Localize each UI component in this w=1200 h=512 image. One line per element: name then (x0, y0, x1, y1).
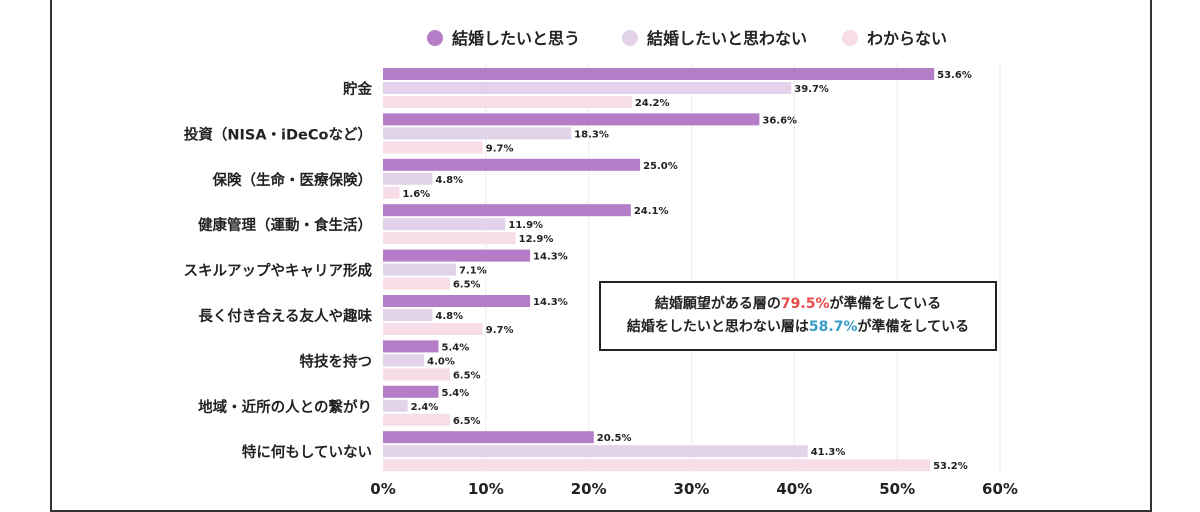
data-label: 53.6% (937, 70, 972, 81)
data-label: 25.0% (643, 161, 678, 172)
data-label: 11.9% (508, 220, 543, 231)
bar (383, 295, 531, 307)
x-tick-label: 30% (674, 480, 710, 498)
category-label: 保険（生命・医療保険） (212, 171, 373, 189)
data-label: 9.7% (486, 325, 514, 336)
category-label: スキルアップやキャリア形成 (184, 262, 373, 280)
bar (383, 277, 450, 290)
category-label: 貯金 (343, 80, 372, 98)
data-label: 41.3% (811, 447, 846, 458)
data-label: 24.2% (635, 98, 670, 109)
legend-label: 結婚したいと思う (452, 29, 580, 48)
annotation-line-1: 結婚願望がある層の79.5%が準備をしている (655, 293, 941, 316)
annotation-line-2-post: が準備をしている (857, 319, 970, 335)
legend-marker (842, 30, 858, 46)
bar (383, 385, 439, 398)
data-label: 53.2% (933, 461, 968, 472)
annotation-line-2-pre: 結婚をしたいと思わない層は (626, 319, 809, 335)
bar (383, 368, 450, 381)
legend-marker (622, 30, 638, 46)
data-label: 6.5% (453, 280, 481, 291)
bar (383, 127, 572, 140)
bar (383, 204, 631, 217)
category-label: 特技を持つ (300, 352, 373, 370)
bar (383, 232, 516, 245)
annotation-line-1-pre: 結婚願望がある層の (654, 296, 781, 312)
bar (383, 445, 808, 458)
bar (383, 113, 760, 126)
data-label: 14.3% (533, 297, 568, 308)
x-tick-label: 10% (468, 480, 504, 498)
data-label: 5.4% (442, 342, 470, 353)
category-label: 長く付き合える友人や趣味 (198, 307, 372, 325)
data-label: 7.1% (459, 266, 487, 277)
data-label: 6.5% (453, 416, 481, 427)
bar (383, 82, 792, 94)
annotation-value-1: 79.5% (780, 296, 830, 312)
bar (383, 431, 594, 444)
legend-label: 結婚したいと思わない (647, 29, 807, 48)
annotation-value-2: 58.7% (808, 319, 858, 335)
bar (383, 340, 439, 353)
category-label: 特に何もしていない (242, 443, 372, 461)
data-label: 1.6% (402, 189, 430, 200)
data-label: 24.1% (634, 206, 669, 217)
bar (383, 309, 433, 321)
data-label: 6.5% (453, 370, 481, 381)
annotation-line-1-post: が準備をしている (829, 296, 942, 312)
bar (383, 263, 457, 276)
annotation-box: 結婚願望がある層の79.5%が準備をしている 結婚をしたいと思わない層は58.7… (599, 281, 997, 351)
bar (383, 459, 931, 472)
data-label: 5.4% (442, 388, 470, 399)
bar (383, 186, 400, 199)
legend-marker (427, 30, 443, 46)
category-label: 地域・近所の人との繋がり (198, 398, 372, 416)
legend-label: わからない (867, 29, 947, 48)
category-label: 投資（NISA・iDeCoなど） (184, 125, 372, 143)
bar (383, 413, 450, 426)
data-label: 4.8% (435, 311, 463, 322)
bar (383, 399, 408, 412)
x-tick-label: 40% (776, 480, 812, 498)
data-label: 4.8% (435, 175, 463, 186)
bar (383, 323, 483, 335)
annotation-line-2: 結婚をしたいと思わない層は58.7%が準備をしている (627, 316, 969, 339)
data-label: 14.3% (533, 252, 568, 263)
data-label: 9.7% (486, 143, 514, 154)
bar (383, 218, 506, 231)
data-label: 39.7% (794, 84, 829, 95)
data-label: 18.3% (574, 129, 609, 140)
bar (383, 354, 425, 367)
data-label: 2.4% (411, 402, 439, 413)
bar (383, 96, 632, 108)
bar (383, 158, 641, 171)
x-tick-label: 50% (879, 480, 915, 498)
data-label: 36.6% (762, 115, 797, 126)
bar (383, 172, 433, 185)
x-tick-label: 20% (571, 480, 607, 498)
x-tick-label: 60% (982, 480, 1018, 498)
data-label: 4.0% (427, 356, 455, 367)
bar (383, 68, 935, 80)
bar (383, 141, 483, 154)
category-label: 健康管理（運動・食生活） (198, 216, 372, 234)
bar (383, 249, 531, 262)
chart-frame (50, 0, 1152, 512)
data-label: 12.9% (519, 234, 554, 245)
x-tick-label: 0% (370, 480, 395, 498)
data-label: 20.5% (597, 433, 632, 444)
